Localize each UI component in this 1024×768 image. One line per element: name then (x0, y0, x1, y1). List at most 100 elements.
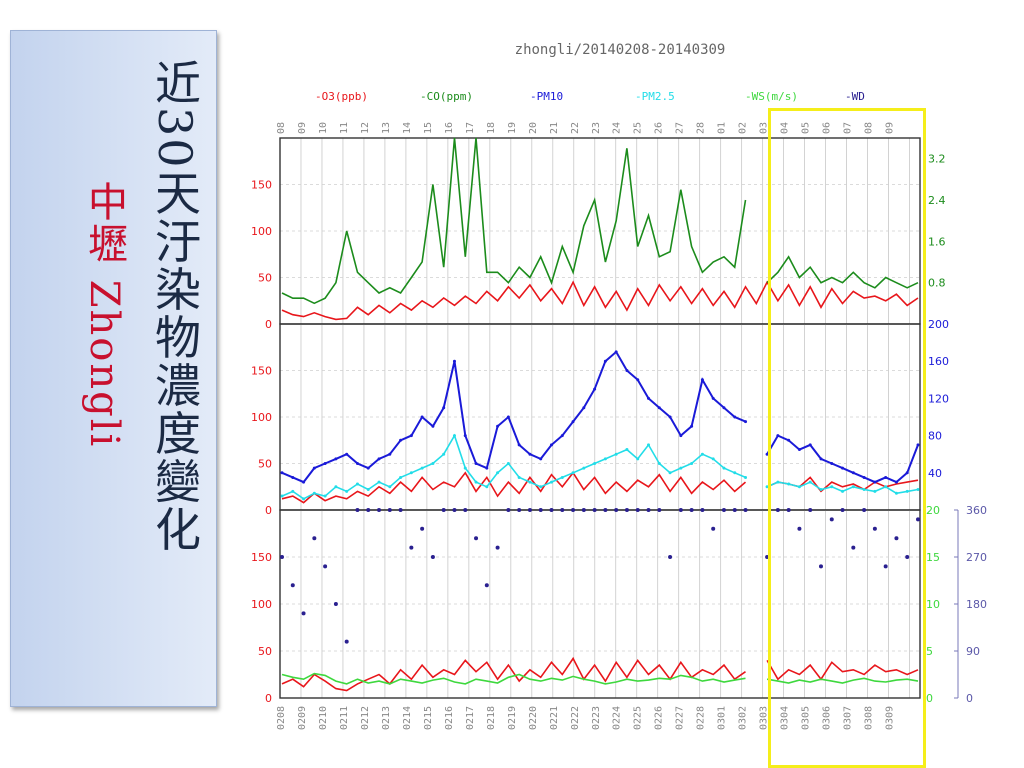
series-pm25-point (830, 485, 834, 489)
series-pm10-point (787, 438, 791, 442)
series-wd-point (721, 508, 726, 512)
series-wd-point (387, 508, 392, 512)
left-tick-label: 100 (251, 411, 272, 424)
series-wd-point (635, 508, 640, 512)
series-wd-point (377, 508, 382, 512)
right-tick-label-wd: 360 (966, 504, 987, 517)
series-pm10-point (506, 415, 510, 419)
series-wd-point (484, 583, 489, 588)
series-pm10-point (560, 434, 564, 438)
series-pm10-point (517, 443, 521, 447)
bottom-tick-label: 0216 (444, 706, 455, 730)
series-pm25-point (560, 475, 564, 479)
series-wd-point (668, 555, 673, 559)
series-pm25-point (841, 489, 845, 493)
left-tick-label: 0 (265, 318, 272, 331)
bottom-tick-label: 0303 (759, 706, 770, 730)
series-pm10-point (625, 369, 629, 372)
series-wd-point (495, 545, 500, 550)
series-pm25-point (668, 471, 672, 475)
series-wd-point (581, 508, 586, 512)
series-pm25-point (787, 482, 791, 486)
series-co-line (281, 137, 919, 305)
series-pm10-point (334, 457, 338, 461)
series-pm25-point (905, 489, 909, 493)
bottom-tick-label: 0217 (465, 706, 476, 730)
top-tick-label: 18 (486, 122, 497, 134)
series-wd-point (700, 508, 705, 512)
series-pm10-point (388, 452, 392, 456)
series-wd-point (355, 508, 360, 512)
series-wd-point (894, 536, 899, 541)
series-pm25-point (722, 466, 726, 470)
series-wd-point (818, 564, 823, 569)
top-tick-label: 09 (297, 122, 308, 134)
series-pm10-point (302, 480, 306, 484)
right-tick-label-pm: 80 (928, 430, 942, 443)
series-pm10-point (744, 420, 748, 424)
series-pm25-point (765, 485, 769, 489)
series-pm10-point (711, 396, 715, 400)
series-pm25-point (884, 485, 888, 489)
series-pm10-point (366, 466, 370, 470)
series-wd-point (851, 545, 856, 550)
series-wd-point (344, 639, 349, 644)
series-pm10-point (916, 443, 920, 447)
series-pm25-point (603, 457, 607, 461)
series-pm25-point (851, 485, 855, 489)
series-pm10-point (636, 378, 640, 382)
series-wd-point (862, 508, 867, 512)
series-pm10-point (765, 452, 769, 456)
right-tick-label-pm: 200 (928, 318, 949, 331)
left-tick-label: 50 (258, 272, 272, 285)
top-tick-label: 27 (675, 122, 686, 134)
bottom-tick-label: 0221 (549, 706, 560, 730)
right-tick-label-pm: 120 (928, 392, 949, 405)
bottom-tick-label: 0309 (885, 706, 896, 730)
series-wd-point (430, 555, 435, 559)
bottom-tick-label: 0226 (654, 706, 665, 730)
bottom-tick-label: 0227 (675, 706, 686, 730)
series-wd-point (420, 526, 425, 531)
series-wd-point (797, 526, 802, 531)
series-pm25-point (797, 485, 801, 489)
series-pm25-point (312, 491, 316, 495)
series-wd-point (916, 517, 920, 522)
series-wd-point (280, 555, 284, 559)
series-pm25-point (916, 488, 920, 492)
bottom-tick-label: 0225 (633, 706, 644, 730)
series-wd-point (398, 508, 403, 512)
series-pm10-point (549, 443, 553, 447)
series-wd-point (474, 536, 479, 541)
series-wd-point (614, 508, 619, 512)
series-wd-point (312, 536, 317, 541)
bottom-tick-label: 0306 (822, 706, 833, 730)
top-tick-label: 23 (591, 122, 602, 134)
series-pm10-point (431, 424, 435, 428)
bottom-tick-label: 0224 (612, 706, 623, 730)
series-pm10-point (830, 462, 834, 465)
right-tick-label-ws: 20 (926, 504, 940, 517)
top-tick-label: 17 (465, 122, 476, 134)
series-wd-point (883, 564, 888, 569)
bottom-tick-label: 0208 (276, 706, 287, 730)
series-pm25-point (291, 489, 295, 493)
series-wd-point (571, 508, 576, 512)
series-pm25-point (873, 489, 877, 493)
series-pm10-point (355, 462, 359, 465)
top-tick-label: 14 (402, 122, 413, 134)
series-pm10-point (323, 462, 327, 465)
series-pm25-point (582, 466, 586, 470)
top-tick-label: 26 (654, 122, 665, 134)
series-pm25-point (280, 494, 284, 498)
right-tick-label-co: 0.8 (928, 277, 946, 290)
right-tick-label-wd: 180 (966, 598, 987, 611)
series-wd-point (786, 508, 791, 512)
series-pm10-point (808, 443, 812, 447)
top-tick-label: 03 (759, 122, 770, 134)
series-wd-point (624, 508, 629, 512)
top-tick-label: 21 (549, 122, 560, 134)
series-pm25-point (409, 471, 413, 475)
bottom-tick-label: 0210 (318, 706, 329, 730)
series-pm25-point (539, 485, 543, 489)
